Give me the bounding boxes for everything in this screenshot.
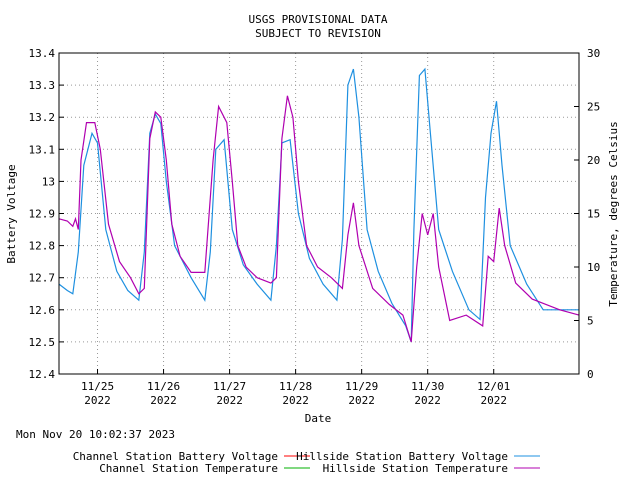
- y-tick-label-left: 12.5: [29, 336, 56, 349]
- x-tick-year-label: 2022: [348, 394, 375, 407]
- x-tick-label: 11/27: [213, 380, 246, 393]
- y-tick-label-left: 13.3: [29, 79, 56, 92]
- y-tick-label-left: 13.2: [29, 111, 56, 124]
- y-tick-label-right: 30: [587, 47, 600, 60]
- x-tick-label: 11/25: [81, 380, 114, 393]
- y-tick-label-left: 12.8: [29, 240, 56, 253]
- y-tick-label-left: 12.7: [29, 272, 56, 285]
- series-line-hillside-station-temperature: [58, 95, 580, 343]
- x-axis-label: Date: [305, 412, 332, 425]
- y-axis-label-left: Battery Voltage: [5, 164, 18, 263]
- y-tick-label-right: 10: [587, 261, 600, 274]
- y-tick-label-left: 12.4: [29, 368, 56, 381]
- x-tick-year-label: 2022: [282, 394, 309, 407]
- y-tick-label-left: 13.4: [29, 47, 56, 60]
- x-tick-year-label: 2022: [216, 394, 243, 407]
- x-tick-year-label: 2022: [84, 394, 111, 407]
- legend: Channel Station Battery Voltage Hillside…: [73, 450, 540, 475]
- y-tick-label-right: 5: [587, 315, 594, 328]
- header-line-2: SUBJECT TO REVISION: [255, 27, 381, 40]
- y-tick-label-right: 15: [587, 208, 600, 221]
- x-tick-label: 12/01: [477, 380, 510, 393]
- y-tick-label-left: 12.9: [29, 208, 56, 221]
- legend-label-channel-battery: Channel Station Battery Voltage: [73, 450, 278, 463]
- y-tick-label-left: 13.1: [29, 143, 56, 156]
- y-tick-label-left: 12.6: [29, 304, 56, 317]
- generated-timestamp: Mon Nov 20 10:02:37 2023: [16, 428, 175, 441]
- y-tick-label-right: 0: [587, 368, 594, 381]
- y-tick-label-left: 13: [42, 175, 55, 188]
- y-tick-label-right: 25: [587, 101, 600, 114]
- x-tick-label: 11/29: [345, 380, 378, 393]
- x-tick-year-label: 2022: [150, 394, 177, 407]
- gridlines: [59, 53, 579, 374]
- x-tick-label: 11/28: [279, 380, 312, 393]
- y-axis-label-right: Temperature, degrees Celsius: [607, 121, 620, 306]
- legend-label-hillside-battery: Hillside Station Battery Voltage: [296, 450, 508, 463]
- series-line-hillside-station-battery-voltage: [58, 67, 579, 343]
- x-tick-label: 11/30: [411, 380, 444, 393]
- y-tick-label-right: 20: [587, 154, 600, 167]
- x-tick-label: 11/26: [147, 380, 180, 393]
- axis-ticks: 12.4 12.5 12.6 12.7 12.8 12.9 13 13.1 13.2 13.3 13…: [29, 47, 601, 407]
- legend-label-channel-temperature: Channel Station Temperature: [99, 462, 278, 475]
- header-line-1: USGS PROVISIONAL DATA: [248, 13, 387, 26]
- series-layer: [58, 67, 580, 343]
- legend-label-hillside-temperature: Hillside Station Temperature: [323, 462, 508, 475]
- x-tick-year-label: 2022: [414, 394, 441, 407]
- x-tick-year-label: 2022: [480, 394, 507, 407]
